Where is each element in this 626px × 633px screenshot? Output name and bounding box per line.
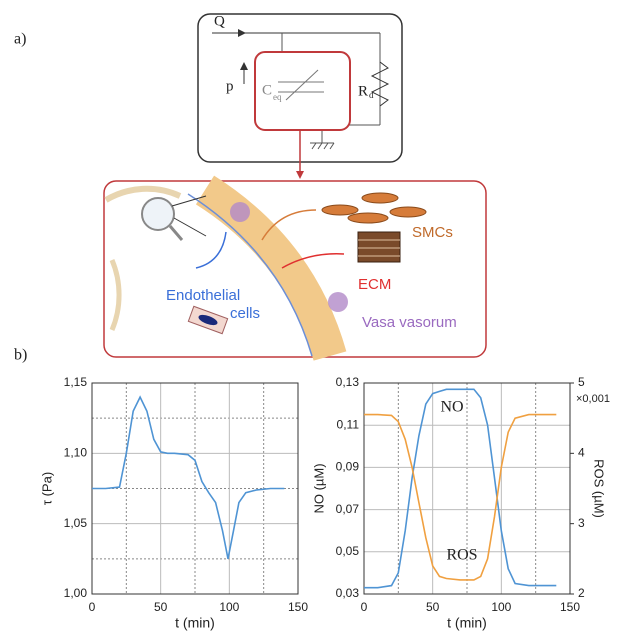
x-tick-label: 100	[219, 600, 239, 614]
zoom-line	[171, 195, 207, 207]
y-tick-label: 1,00	[64, 586, 88, 600]
x-tick-label: 150	[560, 600, 580, 614]
vessel-wall	[195, 175, 347, 361]
y2-tick-label: 4	[578, 446, 585, 460]
endothelium	[187, 193, 313, 357]
ecm-fibers	[358, 239, 400, 257]
x-tick-label: 0	[89, 600, 96, 614]
arrow	[281, 253, 345, 269]
vessel	[109, 259, 122, 331]
data-line	[364, 413, 557, 581]
red-box	[254, 51, 351, 131]
y2-tick-label: 2	[578, 586, 585, 600]
plot-frame	[363, 382, 571, 595]
series-annotation: ROS	[446, 547, 477, 564]
pressure-label: p	[226, 78, 234, 94]
panel-label: b)	[14, 347, 27, 364]
vasa-dot	[328, 292, 348, 312]
flow-label: Q	[214, 13, 225, 29]
capacitor-arrow	[285, 69, 319, 101]
capacitor-label: C	[262, 82, 272, 98]
series-annotation: NO	[440, 399, 463, 416]
y-tick-label: 1,05	[64, 516, 88, 530]
arrowhead	[238, 29, 246, 37]
x-tick-label: 100	[491, 600, 511, 614]
y2-axis-title: ROS (µM)	[592, 459, 607, 518]
resistor-sub: d	[369, 90, 374, 100]
resistor	[370, 61, 390, 107]
x-tick-label: 50	[154, 600, 168, 614]
vessel	[104, 185, 182, 203]
resistor-label: R	[358, 83, 368, 99]
arrow	[195, 231, 227, 269]
smc-label: SMCs	[412, 224, 453, 241]
ecm-block	[357, 231, 401, 263]
x-tick-label: 50	[426, 600, 440, 614]
zoom-line	[173, 217, 207, 237]
arrow	[261, 209, 317, 241]
nucleus	[198, 314, 218, 326]
endothelial-label: cells	[230, 305, 260, 322]
endothelial-label: Endothelial	[166, 287, 240, 304]
y-tick-label: 0,05	[336, 544, 360, 558]
y-tick-label: 0,09	[336, 460, 360, 474]
x-tick-label: 150	[288, 600, 308, 614]
x-tick-label: 0	[361, 600, 368, 614]
vasa-dot	[230, 202, 250, 222]
y-tick-label: 0,13	[336, 375, 360, 389]
arrowhead	[240, 62, 248, 70]
y-tick-label: 0,11	[337, 417, 360, 431]
data-line	[92, 395, 285, 559]
y-tick-label: 1,15	[64, 375, 88, 389]
magnifier	[141, 197, 175, 231]
y-axis-title: τ (Pa)	[39, 472, 54, 505]
vasa-label: Vasa vasorum	[362, 314, 457, 331]
x-axis-title: t (min)	[175, 615, 215, 631]
arrowhead	[296, 171, 304, 179]
magnifier	[168, 225, 184, 241]
panel-label: a)	[14, 31, 26, 48]
ground	[311, 142, 335, 150]
data-line	[364, 388, 557, 589]
y2-tick-label: 5	[578, 375, 585, 389]
y-tick-label: 1,10	[64, 446, 88, 460]
capacitor-sub: eq	[273, 92, 282, 102]
y-tick-label: 0,03	[336, 586, 360, 600]
y2-tick-label: 3	[578, 516, 585, 530]
y-tick-label: 0,07	[336, 502, 360, 516]
y-axis-title: NO (µM)	[311, 463, 326, 513]
x-axis-title: t (min)	[447, 615, 487, 631]
smc-cells	[321, 192, 427, 224]
ecm-label: ECM	[358, 276, 391, 293]
y2-multiplier: ×0,001	[576, 393, 610, 405]
